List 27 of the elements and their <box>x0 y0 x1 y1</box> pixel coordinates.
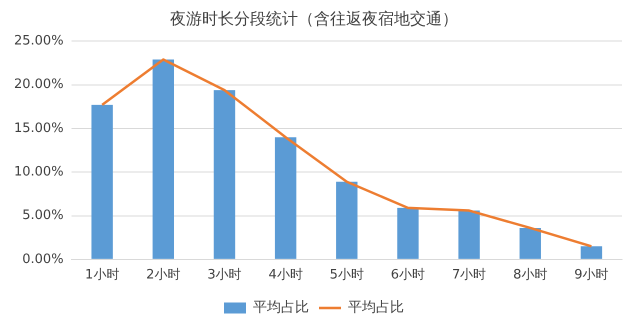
y-tick-label: 0.00% <box>22 252 64 267</box>
x-tick-label: 8小时 <box>513 268 548 283</box>
bar <box>458 210 480 259</box>
bar <box>152 60 174 259</box>
y-tick-label: 5.00% <box>22 208 64 224</box>
x-tick-label: 9小时 <box>574 268 609 283</box>
y-tick-label: 20.00% <box>14 77 64 92</box>
bar <box>397 208 419 259</box>
y-tick-label: 10.00% <box>14 164 64 180</box>
legend-label: 平均占比 <box>348 300 404 316</box>
x-tick-label: 4小时 <box>268 268 303 283</box>
x-tick-label: 5小时 <box>330 268 364 283</box>
x-tick-label: 3小时 <box>207 268 242 283</box>
y-tick-label: 25.00% <box>14 34 64 49</box>
x-tick-label: 2小时 <box>146 268 180 283</box>
x-tick-label: 7小时 <box>452 268 486 283</box>
y-tick-label: 15.00% <box>14 120 64 136</box>
bar <box>274 137 296 259</box>
legend-label: 平均占比 <box>253 300 309 316</box>
bar <box>520 228 541 259</box>
bar <box>336 182 358 259</box>
x-tick-label: 6小时 <box>390 268 426 283</box>
bar <box>580 246 602 259</box>
bar <box>91 104 113 259</box>
chart-title: 夜游时长分段统计（含往返夜宿地交通） <box>170 8 458 28</box>
x-tick-label: 1小时 <box>85 268 120 283</box>
bar <box>214 90 236 259</box>
